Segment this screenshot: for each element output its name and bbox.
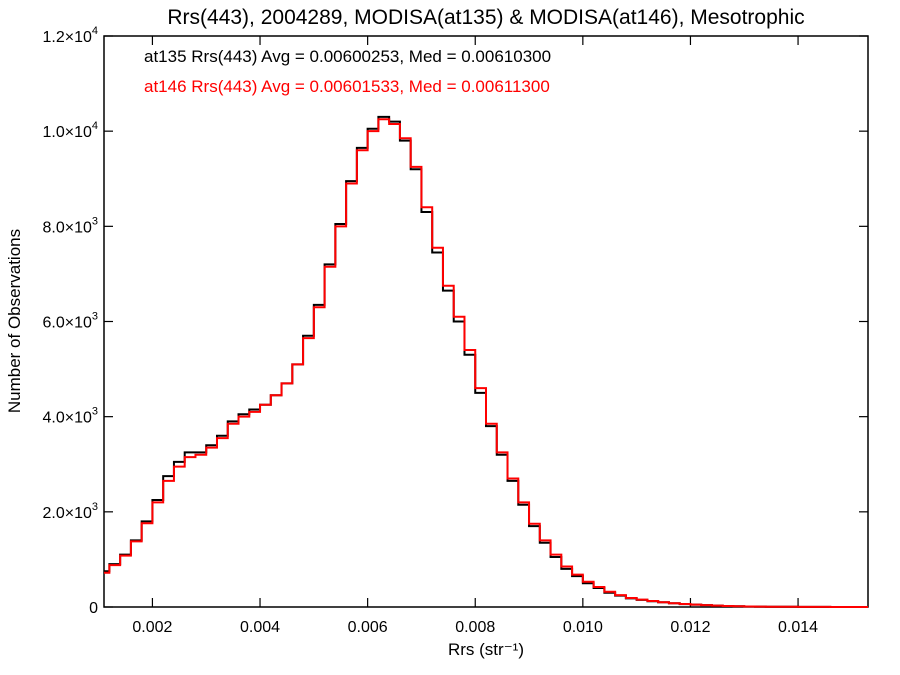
y-tick-mantissa: 1.0×10 — [42, 124, 91, 141]
y-tick-mantissa: 2.0×10 — [42, 505, 91, 522]
y-tick-label: 1.0×104 — [42, 120, 98, 141]
series-at146-step-line — [104, 118, 868, 608]
y-tick-mantissa: 6.0×10 — [42, 315, 91, 332]
x-tick-label: 0.004 — [240, 619, 280, 636]
chart-title: Rrs(443), 2004289, MODISA(at135) & MODIS… — [167, 6, 804, 29]
y-tick-exponent: 3 — [92, 406, 98, 418]
x-axis-label: Rrs (str⁻¹) — [448, 640, 524, 659]
y-tick-label: 4.0×103 — [42, 406, 98, 427]
y-axis-label: Number of Observations — [5, 229, 24, 413]
y-tick-label: 2.0×103 — [42, 501, 98, 522]
y-axis-ticks: 02.0×1034.0×1036.0×1038.0×1031.0×1041.2×… — [42, 25, 868, 617]
y-tick-label: 6.0×103 — [42, 311, 98, 332]
y-tick-label: 8.0×103 — [42, 215, 98, 236]
y-tick-mantissa: 1.2×10 — [42, 29, 91, 46]
x-tick-label: 0.014 — [778, 619, 818, 636]
legend-entry-at146: at146 Rrs(443) Avg = 0.00601533, Med = 0… — [144, 77, 550, 96]
y-tick-label: 0 — [89, 600, 98, 617]
x-tick-label: 0.006 — [348, 619, 388, 636]
x-axis-ticks: 0.002 0.004 0.006 0.008 0.010 0.012 0.014 — [132, 36, 818, 636]
x-tick-label: 0.008 — [455, 619, 495, 636]
series-at135-step-line — [104, 115, 868, 608]
x-tick-label: 0.010 — [563, 619, 603, 636]
x-tick-label: 0.012 — [670, 619, 710, 636]
y-tick-label: 1.2×104 — [42, 25, 98, 46]
y-tick-mantissa: 0 — [89, 600, 98, 617]
y-tick-exponent: 3 — [92, 311, 98, 323]
legend-entry-at135: at135 Rrs(443) Avg = 0.00600253, Med = 0… — [144, 47, 551, 66]
y-tick-exponent: 3 — [92, 215, 98, 227]
series-layer — [104, 115, 868, 608]
x-tick-label: 0.002 — [132, 619, 172, 636]
y-tick-mantissa: 4.0×10 — [42, 410, 91, 427]
plot-frame — [103, 35, 869, 608]
y-tick-exponent: 3 — [92, 501, 98, 513]
y-tick-exponent: 4 — [92, 120, 98, 132]
y-tick-mantissa: 8.0×10 — [42, 219, 91, 236]
y-tick-exponent: 4 — [92, 25, 98, 37]
